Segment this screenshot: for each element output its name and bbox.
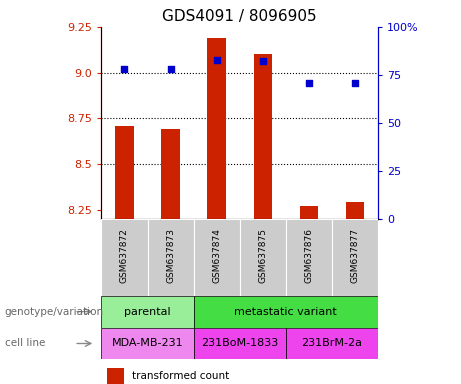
Text: GSM637872: GSM637872 — [120, 228, 129, 283]
Bar — [148, 219, 194, 296]
Bar — [107, 368, 124, 384]
Text: GSM637874: GSM637874 — [212, 228, 221, 283]
Bar — [194, 219, 240, 296]
Text: cell line: cell line — [5, 338, 45, 349]
Text: MDA-MB-231: MDA-MB-231 — [112, 338, 183, 349]
Text: GSM637875: GSM637875 — [258, 228, 267, 283]
Bar — [300, 206, 318, 219]
Bar — [207, 38, 226, 219]
Text: GSM637876: GSM637876 — [304, 228, 313, 283]
Point — [213, 56, 220, 63]
Bar — [101, 296, 194, 328]
Text: parental: parental — [124, 306, 171, 317]
Bar — [101, 219, 148, 296]
Point — [305, 79, 313, 86]
Text: 231BoM-1833: 231BoM-1833 — [201, 338, 278, 349]
Bar — [161, 129, 180, 219]
Bar — [346, 202, 364, 219]
Text: 231BrM-2a: 231BrM-2a — [301, 338, 362, 349]
Title: GDS4091 / 8096905: GDS4091 / 8096905 — [162, 9, 317, 24]
Point — [351, 79, 359, 86]
Point — [259, 58, 266, 65]
Bar — [115, 126, 134, 219]
Text: transformed count: transformed count — [132, 371, 229, 381]
Bar — [332, 219, 378, 296]
Point — [121, 66, 128, 72]
Text: metastatic variant: metastatic variant — [235, 306, 337, 317]
Point — [167, 66, 174, 72]
Bar — [194, 328, 286, 359]
Bar — [286, 219, 332, 296]
Bar — [194, 296, 378, 328]
Bar — [240, 219, 286, 296]
Bar — [254, 54, 272, 219]
Text: genotype/variation: genotype/variation — [5, 306, 104, 317]
Text: GSM637877: GSM637877 — [350, 228, 360, 283]
Text: GSM637873: GSM637873 — [166, 228, 175, 283]
Bar — [101, 328, 194, 359]
Bar — [286, 328, 378, 359]
